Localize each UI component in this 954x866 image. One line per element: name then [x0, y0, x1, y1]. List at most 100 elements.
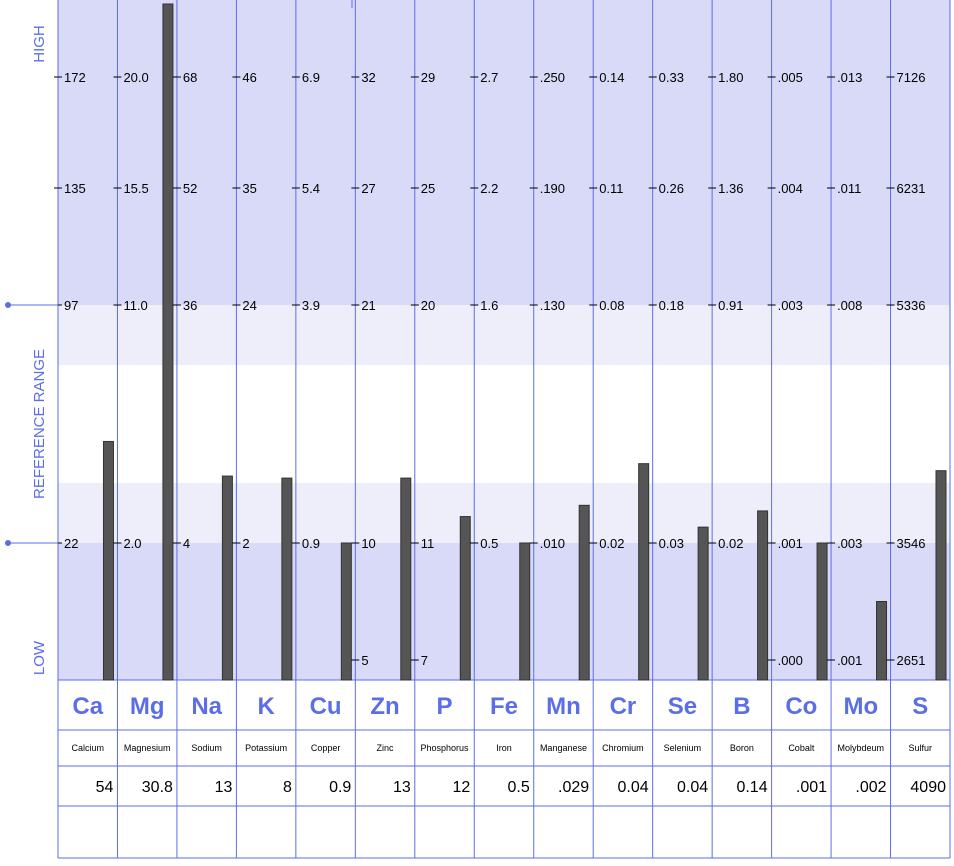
tick-label-s-low: 2651 — [897, 653, 926, 668]
tick-label-co-ref_high: .003 — [778, 298, 803, 313]
tick-label-mo-ref_low: .003 — [837, 536, 862, 551]
bar-zn — [400, 477, 412, 681]
element-symbol: Na — [191, 693, 222, 720]
tick-label-cu-high: 6.9 — [302, 70, 320, 85]
element-symbol: Mo — [843, 693, 878, 720]
element-name: Calcium — [71, 743, 104, 753]
element-name: Chromium — [602, 743, 644, 753]
element-value: 0.04 — [618, 779, 649, 796]
band-3 — [58, 365, 950, 424]
element-symbol: Zn — [370, 693, 399, 720]
bar-ca — [102, 440, 114, 681]
tick-label-s-ref_high: 5336 — [897, 298, 926, 313]
tick-label-fe-upper: 2.2 — [480, 181, 498, 196]
element-name: Cobalt — [788, 743, 815, 753]
band-5 — [58, 483, 950, 543]
element-name: Sulfur — [909, 743, 933, 753]
tick-labels: 172135972220.015.511.02.0685236446352426… — [54, 70, 925, 668]
bar-p — [459, 516, 471, 681]
tick-label-p-ref_high: 20 — [421, 298, 435, 313]
tick-label-cu-ref_high: 3.9 — [302, 298, 320, 313]
element-value: .001 — [796, 779, 827, 796]
band-7 — [58, 660, 950, 680]
tick-label-cu-upper: 5.4 — [302, 181, 320, 196]
tick-label-mo-high: .013 — [837, 70, 862, 85]
element-name: Manganese — [540, 743, 587, 753]
tick-label-ca-upper: 135 — [64, 181, 86, 196]
element-name: Potassium — [245, 743, 287, 753]
bars — [102, 3, 947, 681]
tick-label-na-ref_low: 4 — [183, 536, 190, 551]
element-symbol: Cu — [310, 693, 342, 720]
tick-label-fe-ref_low: 0.5 — [480, 536, 498, 551]
tick-label-b-ref_low: 0.02 — [718, 536, 743, 551]
band-6 — [58, 543, 950, 660]
element-value: 0.04 — [677, 779, 708, 796]
tick-label-p-low: 7 — [421, 653, 428, 668]
ref-low-marker — [5, 540, 11, 546]
band-0 — [58, 0, 950, 188]
element-value: .029 — [558, 779, 589, 796]
tick-label-na-high: 68 — [183, 70, 197, 85]
tick-label-mn-ref_high: .130 — [540, 298, 565, 313]
tick-label-cu-ref_low: 0.9 — [302, 536, 320, 551]
element-name: Sodium — [191, 743, 222, 753]
tick-label-se-upper: 0.26 — [659, 181, 684, 196]
element-value: 0.14 — [736, 779, 767, 796]
ref-high-marker — [5, 302, 11, 308]
tick-label-mn-ref_low: .010 — [540, 536, 565, 551]
tick-label-cr-ref_high: 0.08 — [599, 298, 624, 313]
element-symbol: Cr — [610, 693, 637, 720]
element-value: 8 — [283, 779, 292, 796]
tick-label-cr-high: 0.14 — [599, 70, 624, 85]
element-symbol: Co — [785, 693, 817, 720]
tick-label-co-low: .000 — [778, 653, 803, 668]
bar-se — [697, 526, 709, 681]
element-value: 12 — [452, 779, 470, 796]
tick-label-zn-ref_low: 10 — [361, 536, 375, 551]
tick-label-k-upper: 35 — [242, 181, 256, 196]
tick-label-zn-ref_high: 21 — [361, 298, 375, 313]
tick-label-zn-low: 5 — [361, 653, 368, 668]
tick-label-k-ref_low: 2 — [242, 536, 249, 551]
element-symbol: K — [257, 693, 275, 720]
element-value: 30.8 — [142, 779, 173, 796]
element-symbol: Mn — [546, 693, 581, 720]
element-symbol: Se — [668, 693, 697, 720]
tick-label-zn-high: 32 — [361, 70, 375, 85]
tick-label-mg-ref_low: 2.0 — [123, 536, 141, 551]
tick-label-mo-upper: .011 — [837, 181, 861, 196]
tick-label-na-upper: 52 — [183, 181, 197, 196]
element-symbol: S — [912, 693, 928, 720]
element-name: Phosphorus — [421, 743, 470, 753]
element-value: 13 — [215, 779, 233, 796]
element-symbol: Ca — [72, 693, 103, 720]
bar-cu — [340, 542, 352, 681]
element-name: Boron — [730, 743, 754, 753]
element-name: Zinc — [377, 743, 395, 753]
band-4 — [58, 424, 950, 483]
element-name: Selenium — [664, 743, 702, 753]
bar-b — [757, 510, 769, 681]
tick-label-p-upper: 25 — [421, 181, 435, 196]
side-labels: HIGH REFERENCE RANGE LOW — [5, 25, 58, 675]
tick-label-mo-low: .001 — [837, 653, 862, 668]
tick-label-mn-upper: .190 — [540, 181, 565, 196]
tick-label-ca-ref_high: 97 — [64, 298, 78, 313]
tick-label-mg-ref_high: 11.0 — [123, 298, 147, 313]
tick-label-mo-ref_high: .008 — [837, 298, 862, 313]
element-value: 13 — [393, 779, 411, 796]
tick-label-b-upper: 1.36 — [718, 181, 743, 196]
tick-label-ca-ref_low: 22 — [64, 536, 78, 551]
element-value: 0.9 — [329, 779, 351, 796]
tick-label-s-high: 7126 — [897, 70, 926, 85]
tick-label-cr-upper: 0.11 — [599, 181, 623, 196]
tick-label-co-upper: .004 — [778, 181, 803, 196]
tick-label-s-ref_low: 3546 — [897, 536, 926, 551]
tick-label-cr-ref_low: 0.02 — [599, 536, 624, 551]
band-2 — [58, 305, 950, 365]
element-value: 4090 — [910, 779, 946, 796]
tick-label-p-high: 29 — [421, 70, 435, 85]
tick-label-p-ref_low: 11 — [421, 536, 435, 551]
